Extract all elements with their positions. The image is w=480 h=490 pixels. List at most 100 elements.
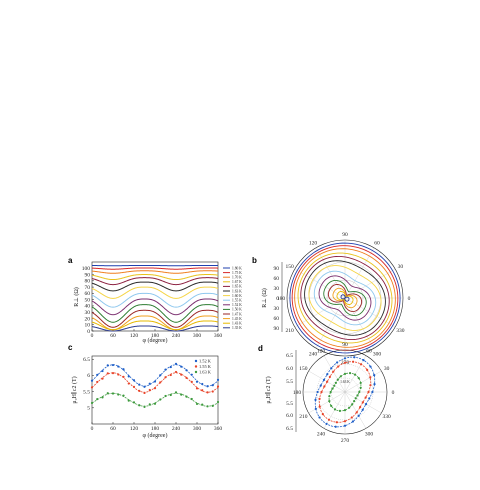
panel-c-data-point (111, 363, 115, 367)
panel-c-legend-label: 1.63 K (199, 370, 212, 375)
panel-a-legend-label: 1.80 K (232, 266, 242, 270)
panel-d-data-point (318, 416, 321, 419)
panel-c-data-point (127, 399, 130, 402)
panel-c-data-point (159, 398, 162, 401)
panel-b-series-curve (294, 248, 396, 348)
panel-d-data-point (351, 403, 354, 406)
panel-c-legend-marker (194, 365, 198, 368)
panel-d-data-point (351, 420, 355, 423)
panel-a-xtick-label: 300 (193, 333, 202, 339)
panel-c-data-point (117, 393, 120, 396)
panel-d-data-point (326, 373, 329, 376)
panel-d-ylabel: μ₀H∥c2 (T) (265, 376, 272, 403)
panel-d-data-point (369, 384, 372, 387)
panel-d-data-point (333, 384, 336, 387)
panel-c-data-point (201, 389, 204, 392)
panel-c-data-point (106, 364, 109, 367)
panel-d-data-point (316, 390, 319, 394)
panel-b-angle-label: 90 (342, 232, 348, 238)
panel-d-angle-label: 180 (293, 390, 302, 396)
panel-a-ytick-label: 90 (85, 272, 91, 278)
panel-d-data-point (335, 421, 338, 424)
panel-b-radial-label: 90 (274, 326, 280, 332)
panel-c-data-point (96, 373, 99, 376)
panel-a-xtick-label: 120 (130, 333, 139, 339)
panel-a-series-line (91, 281, 219, 292)
panel-d-data-point (320, 390, 323, 394)
panel-a-ytick-label: 20 (85, 316, 91, 322)
panel-c-xtick-label: 300 (193, 426, 202, 432)
panel-d-data-point (348, 406, 351, 409)
panel-c-data-point (153, 387, 157, 390)
panel-a-series-line (91, 286, 219, 299)
panel-d-data-point (368, 397, 371, 400)
panel-a-legend-label: 1.65 K (232, 285, 242, 289)
panel-d-data-point (359, 406, 362, 409)
panel-d-data-point (362, 358, 365, 362)
panel-d-data-point (369, 376, 372, 379)
panel-d-data-point (364, 396, 367, 399)
panel-a-ytick-label: 0 (87, 329, 90, 335)
panel-c-data-point (185, 376, 188, 379)
panel-b-radial-label: 60 (274, 316, 280, 322)
panel-a-xtick-label: 60 (110, 333, 116, 339)
panel-a-series-line (91, 304, 219, 323)
panel-a-frame (91, 261, 219, 332)
panel-b-radial-label: 60 (274, 276, 280, 282)
panel-d-data-point (343, 361, 347, 364)
panel-c-data-point (195, 402, 199, 406)
panel-d-data-point (327, 418, 331, 421)
panel-d-data-point (330, 367, 333, 370)
panel-c-legend-marker (194, 370, 198, 374)
panel-d-data-point (353, 356, 356, 359)
panel-d-data-point (361, 408, 364, 411)
panel-d-spoke (308, 370, 382, 414)
panel-c-xtick-label: 360 (214, 426, 223, 432)
panel-c-data-point (206, 391, 209, 394)
panel-d-data-point (334, 381, 337, 384)
panel-d-angle-label: 60 (366, 348, 372, 354)
panel-d-data-point (325, 422, 328, 426)
panel-letter-c: c (68, 343, 73, 352)
panel-d-data-point (359, 386, 362, 389)
panel-c-legend-label: 1.52 K (199, 359, 212, 364)
panel-d-data-point (373, 382, 376, 386)
panel-c-ytick-label: 5.5 (83, 389, 90, 395)
panel-c-data-point (201, 382, 204, 386)
panel-c-legend-marker (194, 359, 198, 363)
panel-a-ytick-label: 60 (85, 291, 91, 297)
panel-d-data-point (321, 413, 324, 416)
panel-d-data-point (329, 390, 332, 394)
panel-c-data-point (90, 379, 94, 382)
panel-c-data-point (117, 365, 120, 368)
panel-c-data-point (164, 368, 167, 371)
panel-a-legend-label: 1.45 K (232, 317, 242, 321)
panel-c-data-point (180, 365, 183, 368)
panel-d-data-point (353, 373, 357, 376)
panel-b-series-curve (327, 284, 363, 312)
panel-d-angle-label: 240 (317, 432, 326, 438)
panel-c-data-point (169, 373, 172, 377)
panel-d-data-point (343, 409, 347, 412)
panel-c-data-point (96, 380, 99, 384)
panel-a-xlabel: φ (degree) (143, 337, 168, 344)
panel-d-angle-label: 300 (365, 432, 374, 438)
panel-c-xtick-label: 0 (91, 426, 94, 432)
panel-c-data-point (148, 388, 151, 392)
panel-a-series-line (91, 298, 219, 316)
panel-d-data-point (357, 414, 360, 417)
panel-d-data-point (364, 403, 368, 406)
panel-b-angle-label: 210 (285, 328, 294, 334)
panel-c-data-point (174, 391, 178, 394)
panel-a-legend-label: 1.52 K (232, 303, 242, 307)
panel-d-data-point (343, 357, 347, 360)
panel-d-annotation: 1.63 K (340, 380, 350, 384)
panel-c-legend-label: 1.55 K (199, 364, 212, 369)
panel-c-data-point (174, 370, 178, 374)
panel-c-data-point (164, 376, 167, 379)
panel-c-data-point (174, 362, 178, 365)
panel-c-data-point (180, 393, 183, 396)
panel-d-angle-label: 90 (342, 342, 348, 348)
panel-d-data-point (328, 395, 331, 398)
panel-a-xtick-label: 360 (214, 333, 223, 339)
